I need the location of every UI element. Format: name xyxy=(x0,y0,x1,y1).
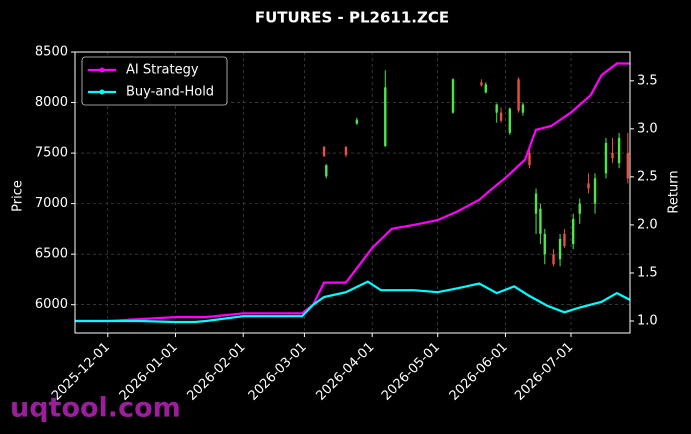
x-tick-label: 2026-07-01 xyxy=(512,340,576,404)
candle-body xyxy=(384,87,387,147)
candle-body xyxy=(451,79,455,113)
legend-marker xyxy=(99,67,105,73)
candle-body xyxy=(484,84,487,93)
y-tick-label: 8000 xyxy=(35,95,68,110)
y-tick-label: 7000 xyxy=(35,196,68,211)
candle-body xyxy=(480,82,483,86)
candle-body xyxy=(521,104,525,113)
y2-tick-label: 2.0 xyxy=(637,217,658,232)
legend-box xyxy=(81,56,228,106)
candle-body xyxy=(325,165,328,177)
y2-tick-label: 1.0 xyxy=(637,313,658,328)
candle-body xyxy=(611,153,614,159)
y-tick-label: 6000 xyxy=(35,297,68,312)
candle-body xyxy=(322,147,326,157)
candle-body xyxy=(534,193,538,214)
chart-title: FUTURES - PL2611.ZCE xyxy=(255,9,449,27)
x-tick-label: 2026-05-01 xyxy=(379,340,443,404)
series-line xyxy=(75,280,631,324)
candle-body xyxy=(558,238,562,260)
legend-marker xyxy=(99,89,105,95)
candle-body xyxy=(517,79,520,111)
candle-body xyxy=(344,147,348,156)
candle-body xyxy=(617,137,621,164)
candle-body xyxy=(604,142,608,174)
candle-body xyxy=(355,119,359,124)
candle-body xyxy=(499,112,503,121)
y2-tick-label: 1.5 xyxy=(637,265,658,280)
y2-axis-label: Return xyxy=(667,170,682,213)
candle-body xyxy=(571,218,575,245)
y-axis-label: Price xyxy=(11,180,26,212)
series-line xyxy=(75,62,630,323)
legend-label: AI Strategy xyxy=(126,63,199,78)
candle-body xyxy=(593,178,597,204)
candle-body xyxy=(578,203,581,214)
y-tick-label: 8500 xyxy=(35,45,68,60)
y2-tick-label: 3.5 xyxy=(637,73,658,88)
candle-body xyxy=(587,183,590,189)
x-tick-label: 2026-03-01 xyxy=(246,340,310,404)
y-tick-label: 6500 xyxy=(35,247,68,262)
legend-label: Buy-and-Hold xyxy=(126,85,214,100)
candle-body xyxy=(495,104,498,113)
candle-body xyxy=(508,108,512,133)
plot-frame xyxy=(74,51,631,334)
candle-body xyxy=(626,153,630,179)
candle-body xyxy=(528,153,531,166)
candle-body xyxy=(539,208,542,234)
x-tick-label: 2026-04-01 xyxy=(313,340,377,404)
legend: AI Strategy Buy-and-Hold xyxy=(81,56,228,106)
x-tick-label: 2026-02-01 xyxy=(185,340,249,404)
y-tick-label: 7500 xyxy=(35,146,68,161)
candle-body xyxy=(563,233,566,247)
y2-tick-label: 2.5 xyxy=(637,169,658,184)
y2-tick-label: 3.0 xyxy=(637,121,658,136)
candle-body xyxy=(543,233,546,255)
candle-body xyxy=(552,254,555,265)
x-tick-label: 2026-06-01 xyxy=(447,340,511,404)
watermark: uqtool.com xyxy=(10,393,181,424)
